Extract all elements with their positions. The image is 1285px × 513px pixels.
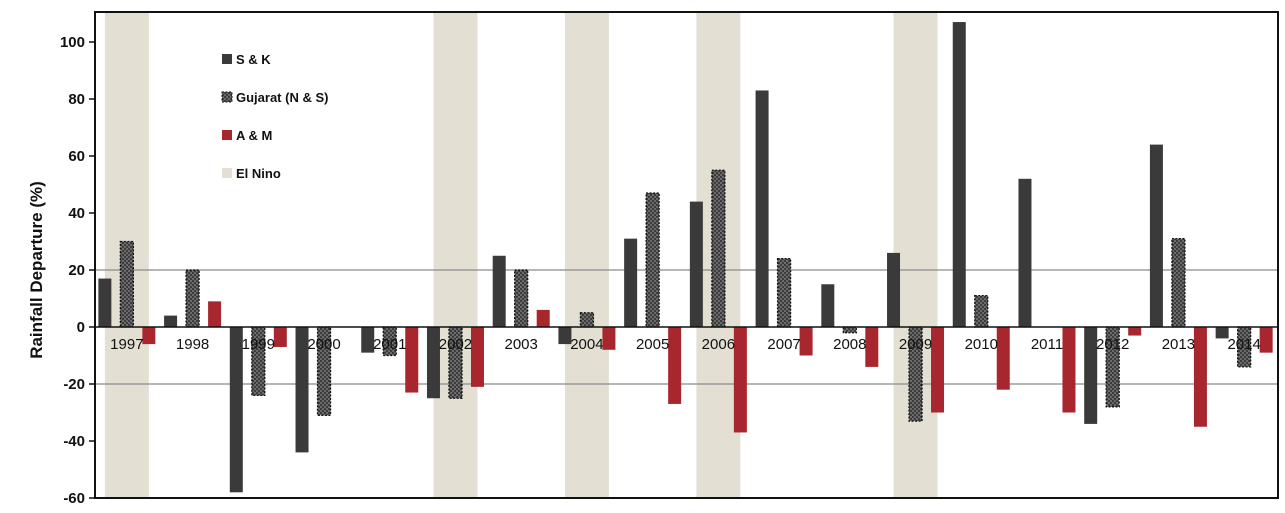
bar-a-m-2006 [733, 327, 747, 433]
bar-s-k-2004 [558, 327, 572, 345]
el-nino-band-2002 [433, 12, 478, 498]
y-tick-label: 60 [68, 148, 85, 165]
x-tick-label: 2003 [505, 336, 538, 353]
x-tick-label: 2008 [833, 336, 866, 353]
x-tick-label: 2011 [1031, 336, 1063, 353]
bar-a-m-1997 [142, 327, 156, 345]
bar-s-k-2001 [361, 327, 375, 353]
bar-s-k-2000 [295, 327, 309, 453]
bar-gujarat-n-s-2009 [908, 326, 923, 422]
bar-a-m-1999 [273, 327, 287, 347]
bar-gujarat-n-s-2004 [579, 312, 595, 328]
y-tick-label: 100 [60, 34, 85, 51]
bar-a-m-2002 [470, 327, 484, 387]
bar-s-k-2005 [624, 238, 638, 327]
x-tick-label: 2002 [439, 336, 472, 353]
bar-a-m-2010 [996, 327, 1010, 390]
bar-s-k-2003 [492, 255, 506, 327]
bar-s-k-2002 [426, 327, 440, 399]
legend-item: S & K [222, 52, 271, 67]
y-tick-label: 80 [68, 91, 85, 108]
bar-a-m-2007 [799, 327, 813, 356]
x-tick-label: 2012 [1096, 336, 1129, 353]
x-tick-label: 2014 [1227, 336, 1260, 353]
bar-s-k-2006 [689, 201, 703, 327]
x-tick-label: 1999 [242, 336, 275, 353]
bar-gujarat-n-s-2014 [1236, 326, 1252, 368]
legend-item: A & M [222, 128, 272, 143]
bar-s-k-2008 [821, 284, 835, 327]
x-tick-label: 2010 [965, 336, 998, 353]
bar-a-m-2013 [1193, 327, 1207, 427]
x-tick-label: 2004 [570, 336, 603, 353]
bar-a-m-2012 [1128, 327, 1142, 336]
bar-a-m-2003 [536, 309, 550, 327]
legend-label: Gujarat (N & S) [236, 90, 328, 105]
y-tick-label: 20 [68, 262, 85, 279]
bar-gujarat-n-s-2013 [1171, 237, 1186, 328]
bar-a-m-2008 [865, 327, 879, 367]
legend-label: S & K [236, 52, 271, 67]
bar-gujarat-n-s-2000 [316, 326, 332, 416]
x-tick-label: 2006 [702, 336, 735, 353]
bar-s-k-1999 [229, 327, 243, 493]
legend-label: El Nino [236, 166, 281, 181]
x-tick-label: 2005 [636, 336, 669, 353]
bar-s-k-1998 [164, 315, 178, 327]
bar-gujarat-n-s-2007 [776, 257, 792, 328]
bar-s-k-2011 [1018, 178, 1032, 327]
x-tick-label: 2000 [307, 336, 340, 353]
bar-a-m-2004 [602, 327, 616, 350]
y-tick-label: -20 [63, 376, 85, 393]
bar-a-m-2001 [405, 327, 419, 393]
bar-gujarat-n-s-2012 [1105, 326, 1120, 408]
legend-swatch [222, 54, 232, 64]
y-tick-label: 0 [77, 319, 85, 336]
legend-item: Gujarat (N & S) [221, 90, 328, 105]
bar-gujarat-n-s-2001 [382, 326, 397, 357]
y-tick-label: -60 [63, 490, 85, 507]
legend-swatch [222, 168, 232, 178]
legend-swatch [222, 130, 232, 140]
bar-s-k-1997 [98, 278, 112, 327]
el-nino-band-2009 [893, 12, 938, 498]
y-axis-label: Rainfall Departure (%) [27, 181, 46, 359]
legend-item: El Nino [222, 166, 281, 181]
bar-gujarat-n-s-1997 [119, 240, 135, 328]
bar-s-k-2013 [1149, 144, 1163, 327]
x-tick-label: 2009 [899, 336, 932, 353]
bar-gujarat-n-s-2008 [842, 326, 857, 334]
bar-s-k-2014 [1215, 327, 1229, 339]
legend-label: A & M [236, 128, 272, 143]
bar-s-k-2012 [1084, 327, 1098, 424]
bar-a-m-1998 [208, 301, 222, 327]
bar-gujarat-n-s-2005 [645, 192, 660, 328]
bar-a-m-2014 [1259, 327, 1273, 353]
bar-gujarat-n-s-1999 [251, 326, 266, 397]
bar-s-k-2007 [755, 90, 769, 327]
plot-frame [94, 11, 1279, 499]
bar-gujarat-n-s-2010 [974, 294, 989, 328]
bar-gujarat-n-s-2002 [448, 326, 463, 399]
y-tick-label: 40 [68, 205, 85, 222]
bar-s-k-2010 [952, 22, 966, 328]
legend-swatch [221, 91, 233, 103]
x-tick-label: 2001 [373, 336, 406, 353]
el-nino-band-2004 [564, 12, 609, 498]
bar-s-k-2009 [887, 252, 901, 327]
x-tick-label: 2013 [1162, 336, 1195, 353]
x-tick-label: 2007 [767, 336, 800, 353]
y-tick-label: -40 [63, 433, 85, 450]
x-tick-label: 1997 [110, 336, 143, 353]
bar-a-m-2011 [1062, 327, 1076, 413]
bar-gujarat-n-s-1998 [185, 269, 200, 328]
bar-a-m-2005 [668, 327, 682, 404]
bar-a-m-2009 [931, 327, 945, 413]
bar-gujarat-n-s-2006 [711, 169, 726, 328]
bar-gujarat-n-s-2003 [514, 269, 529, 328]
x-tick-label: 1998 [176, 336, 209, 353]
